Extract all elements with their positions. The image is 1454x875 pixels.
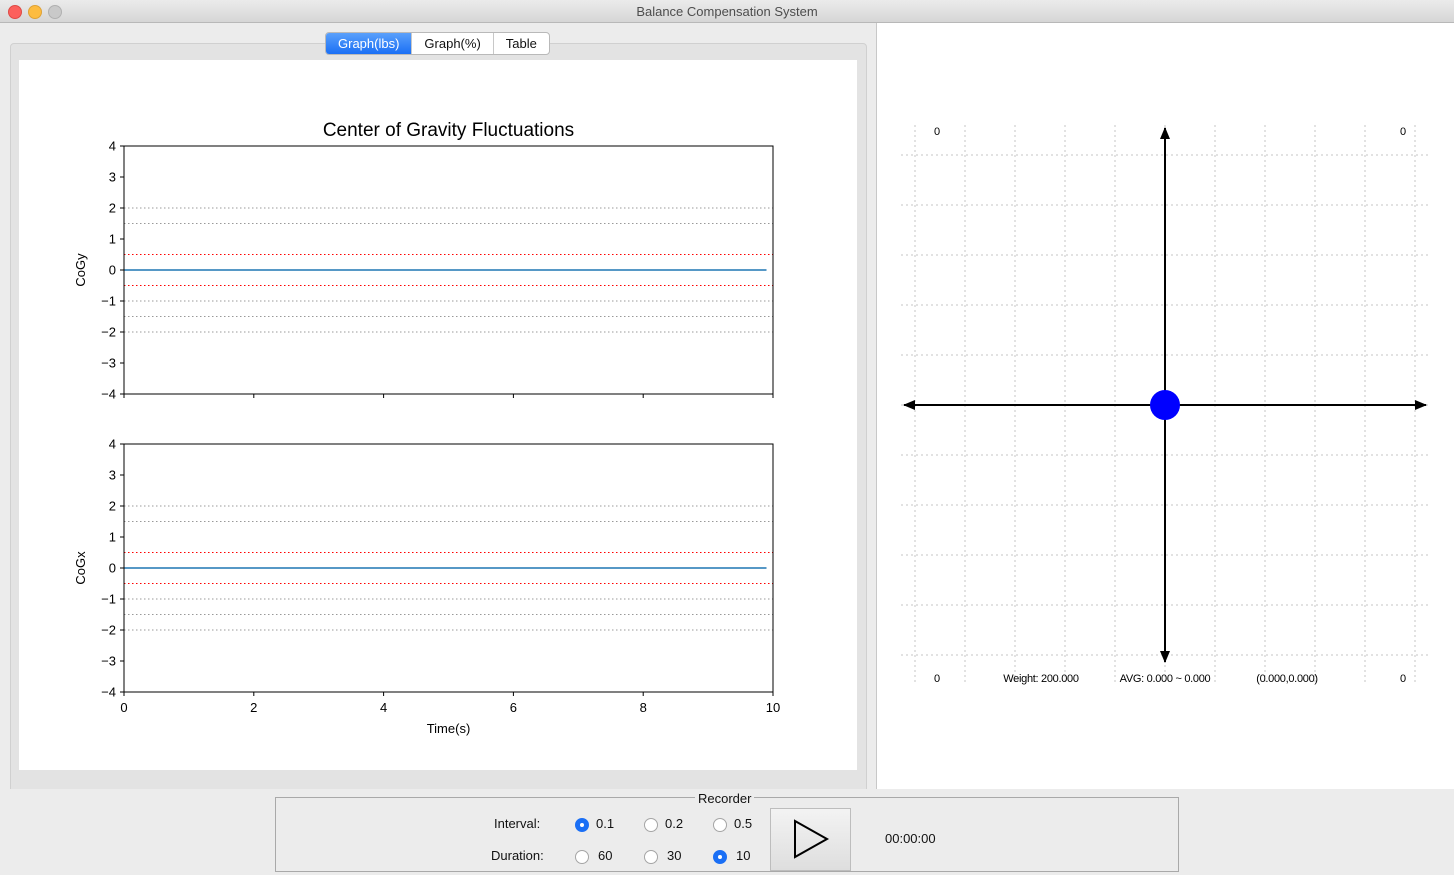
tab-bar: Graph(lbs) Graph(%) Table bbox=[325, 32, 550, 55]
balance-plot-svg: 0 0 0 0 Weight: 200.000 AVG: 0.000 ~ 0.0… bbox=[901, 125, 1429, 685]
close-window-button[interactable] bbox=[8, 5, 22, 19]
interval-option-label[interactable]: 0.1 bbox=[596, 816, 615, 831]
minimize-window-button[interactable] bbox=[28, 5, 42, 19]
x-tick-label: 4 bbox=[380, 700, 387, 715]
play-button[interactable] bbox=[770, 808, 851, 871]
x-tick-label: 6 bbox=[510, 700, 517, 715]
duration-radio-10[interactable] bbox=[713, 850, 727, 864]
y-tick-label: 2 bbox=[109, 499, 116, 514]
duration-option-label[interactable]: 30 bbox=[667, 848, 682, 863]
y-tick-label: 4 bbox=[109, 139, 116, 154]
y-tick-label: −2 bbox=[101, 325, 116, 340]
title-bar: Balance Compensation System bbox=[0, 0, 1454, 23]
y-axis-label: CoGy bbox=[73, 253, 88, 287]
y-tick-label: −3 bbox=[101, 356, 116, 371]
corner-label-top-right: 0 bbox=[1400, 126, 1406, 138]
tab-graph-lbs[interactable]: Graph(lbs) bbox=[326, 33, 413, 54]
y-axis-label: CoGx bbox=[73, 551, 88, 585]
y-tick-label: 4 bbox=[109, 437, 116, 452]
coordinate-readout: (0.000,0.000) bbox=[1256, 673, 1318, 685]
y-tick-label: 1 bbox=[109, 530, 116, 545]
corner-label-bottom-right: 0 bbox=[1400, 673, 1406, 685]
chart-title: Center of Gravity Fluctuations bbox=[323, 120, 574, 141]
balance-plot-pane: 0 0 0 0 Weight: 200.000 AVG: 0.000 ~ 0.0… bbox=[877, 23, 1454, 789]
y-tick-label: 0 bbox=[109, 263, 116, 278]
duration-label: Duration: bbox=[491, 848, 544, 863]
corner-label-bottom-left: 0 bbox=[934, 673, 940, 685]
y-tick-label: −1 bbox=[101, 592, 116, 607]
recorder-group: Recorder Interval: 0.1 0.2 0.5 Duration:… bbox=[275, 791, 1179, 872]
y-tick-label: −3 bbox=[101, 654, 116, 669]
x-tick-label: 2 bbox=[250, 700, 257, 715]
interval-radio-0-1[interactable] bbox=[575, 818, 589, 832]
y-tick-label: −1 bbox=[101, 294, 116, 309]
x-tick-label: 8 bbox=[640, 700, 647, 715]
tab-graph-percent[interactable]: Graph(%) bbox=[412, 33, 494, 54]
window-title: Balance Compensation System bbox=[636, 4, 818, 19]
play-icon bbox=[794, 819, 830, 859]
y-tick-label: 1 bbox=[109, 232, 116, 247]
chart-panel-cogy: 4 3 2 1 0 −1 −2 −3 −4 CoGy Center of Gravity Fluct… bbox=[73, 120, 774, 402]
duration-option-label[interactable]: 60 bbox=[598, 848, 613, 863]
interval-radio-0-2[interactable] bbox=[644, 818, 658, 832]
interval-option-label[interactable]: 0.2 bbox=[665, 816, 684, 831]
duration-option-label[interactable]: 10 bbox=[736, 848, 751, 863]
y-tick-label: 0 bbox=[109, 561, 116, 576]
x-tick-label: 10 bbox=[766, 700, 780, 715]
y-tick-label: −4 bbox=[101, 387, 116, 402]
cog-fluctuation-chart: 4 3 2 1 0 −1 −2 −3 −4 CoGy Center of Gravity Fluct… bbox=[19, 60, 857, 770]
recording-timer: 00:00:00 bbox=[885, 831, 936, 846]
y-tick-label: −4 bbox=[101, 685, 116, 700]
interval-radio-0-5[interactable] bbox=[713, 818, 727, 832]
weight-readout: Weight: 200.000 bbox=[1003, 673, 1079, 685]
bottom-panel: Recorder Interval: 0.1 0.2 0.5 Duration:… bbox=[0, 789, 1454, 873]
y-tick-label: −2 bbox=[101, 623, 116, 638]
duration-radio-60[interactable] bbox=[575, 850, 589, 864]
center-of-gravity-point bbox=[1150, 390, 1180, 420]
duration-radio-30[interactable] bbox=[644, 850, 658, 864]
zoom-window-button[interactable] bbox=[48, 5, 62, 19]
x-tick-label: 0 bbox=[120, 700, 127, 715]
x-axis-label: Time(s) bbox=[427, 721, 471, 736]
average-readout: AVG: 0.000 ~ 0.000 bbox=[1120, 673, 1211, 685]
y-tick-label: 3 bbox=[109, 170, 116, 185]
y-tick-label: 3 bbox=[109, 468, 116, 483]
y-tick-label: 2 bbox=[109, 201, 116, 216]
tab-table[interactable]: Table bbox=[505, 36, 537, 51]
corner-label-top-left: 0 bbox=[934, 126, 940, 138]
interval-label: Interval: bbox=[494, 816, 541, 831]
interval-option-label[interactable]: 0.5 bbox=[734, 816, 753, 831]
recorder-title: Recorder bbox=[695, 791, 755, 806]
